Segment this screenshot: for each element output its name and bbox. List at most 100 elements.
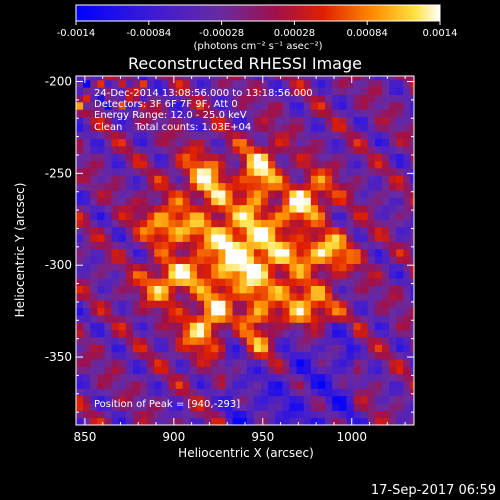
heatmap-cell [189,204,198,213]
heatmap-cell [196,175,205,184]
heatmap-cell [76,94,84,103]
heatmap-cell [204,160,212,169]
heatmap-cell [268,79,276,88]
heatmap-cell [104,167,113,176]
heatmap-cell [261,292,269,301]
heatmap-cell [310,167,319,176]
heatmap-cell [168,344,177,353]
heatmap-cell [239,226,248,235]
heatmap-cell [389,204,397,213]
heatmap-cell [325,300,333,309]
heatmap-cell [268,87,276,95]
heatmap-cell [261,307,269,316]
heatmap-cell [332,395,340,404]
heatmap-cell [147,380,155,389]
heatmap-cell [268,402,276,411]
heatmap-cell [218,256,227,264]
heatmap-cell [346,256,355,264]
heatmap-cell [104,307,113,316]
heatmap-cell [367,211,376,220]
heatmap-cell [182,204,191,213]
heatmap-cell [104,87,113,95]
heatmap-cell [381,358,390,367]
heatmap-cell [410,248,414,257]
heatmap-cell [253,211,262,220]
heatmap-cell [76,329,84,338]
heatmap-cell [161,344,170,353]
heatmap-cell [282,292,291,301]
heatmap-cell [239,160,248,169]
heatmap-cell [253,87,262,95]
heatmap-cell [182,101,191,110]
heatmap-cell [175,211,184,220]
heatmap-cell [168,123,177,132]
heatmap-cell [353,263,362,272]
heatmap-cell [182,322,191,331]
heatmap-cell [218,351,227,360]
heatmap-cell [360,76,369,81]
heatmap-cell [403,123,412,132]
heatmap-cell [211,153,219,162]
heatmap-cell [111,123,120,132]
heatmap-cell [374,116,383,125]
heatmap-cell [232,182,241,191]
heatmap-cell [196,101,205,110]
heatmap-cell [353,167,362,176]
heatmap-cell [161,79,170,88]
heatmap-cell [268,278,276,286]
heatmap-cell [246,94,255,103]
heatmap-cell [261,329,269,338]
heatmap-cell [147,189,155,198]
heatmap-cell [346,160,355,169]
heatmap-cell [325,344,333,353]
heatmap-cell [410,329,414,338]
heatmap-cell [76,380,84,389]
heatmap-cell [360,417,369,425]
heatmap-cell [90,410,98,419]
heatmap-cell [303,153,312,162]
heatmap-cell [261,101,269,110]
heatmap-cell [118,167,127,176]
heatmap-cell [125,402,134,411]
heatmap-cell [211,226,219,235]
heatmap-cell [154,101,162,110]
heatmap-cell [381,138,390,147]
heatmap-cell [118,410,127,419]
heatmap-cell [154,76,162,81]
heatmap-cell [83,388,91,397]
heatmap-cell [132,189,141,198]
heatmap-cell [253,226,262,235]
heatmap-cell [289,233,298,242]
heatmap-cell [403,417,412,425]
heatmap-cell [289,329,298,338]
heatmap-cell [253,395,262,404]
heatmap-cell [97,87,106,95]
heatmap-cell [111,87,120,95]
heatmap-cell [389,300,397,309]
heatmap-cell [175,388,184,397]
heatmap-cell [339,94,347,103]
heatmap-cell [239,256,248,264]
heatmap-cell [76,197,84,206]
heatmap-cell [125,285,134,294]
heatmap-cell [303,314,312,323]
heatmap-cell [132,226,141,235]
heatmap-cell [268,182,276,191]
heatmap-cell [253,116,262,125]
heatmap-cell [332,109,340,118]
heatmap-cell [396,395,404,404]
heatmap-cell [346,285,355,294]
heatmap-cell [289,145,298,154]
heatmap-cell [140,248,148,257]
heatmap-cell [90,109,98,118]
heatmap-cell [125,175,134,184]
heatmap-cell [268,292,276,301]
heatmap-cell [140,329,148,338]
heatmap-cell [189,322,198,331]
heatmap-cell [303,116,312,125]
heatmap-cell [396,292,404,301]
heatmap-cell [211,138,219,147]
heatmap-cell [239,270,248,279]
heatmap-cell [132,153,141,162]
heatmap-cell [196,87,205,95]
